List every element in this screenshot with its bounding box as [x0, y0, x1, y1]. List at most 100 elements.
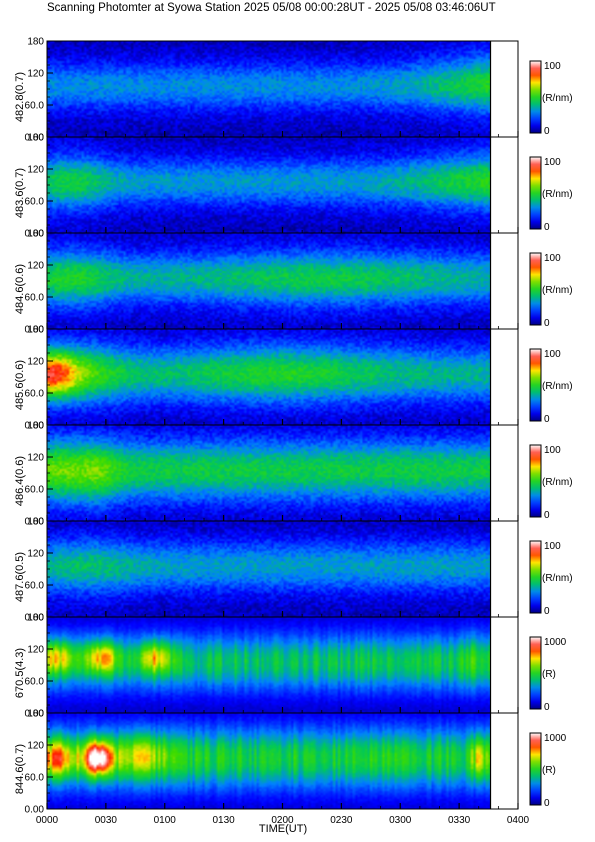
y-tick-label: 60.0	[25, 677, 45, 688]
colorbar-min-label: 0	[544, 798, 550, 809]
colorbar	[529, 156, 542, 230]
y-tick-label: 180	[27, 709, 44, 720]
y-tick-label: 0.00	[25, 133, 45, 144]
y-tick-label: 60.0	[25, 389, 45, 400]
panel-ylabel: 670.5(4.3)	[14, 648, 26, 698]
x-tick-label: 0330	[448, 815, 471, 826]
y-tick-label: 0.00	[25, 613, 45, 624]
panel-8: 0.00 60.0 120 180 844.6(0.7) 1000 (R) 0	[14, 709, 567, 816]
heatmap-image	[47, 425, 491, 521]
panel-ylabel: 487.6(0.5)	[14, 552, 26, 602]
x-tick-label: 0400	[507, 815, 530, 826]
y-tick-label: 60.0	[25, 485, 45, 496]
y-tick-label: 0.00	[25, 229, 45, 240]
y-tick-label: 120	[27, 549, 44, 560]
colorbar-max-label: 100	[544, 541, 561, 552]
colorbar-min-label: 0	[544, 702, 550, 713]
chart-title: Scanning Photomter at Syowa Station 2025…	[47, 2, 496, 14]
panel-ylabel: 844.6(0.7)	[14, 744, 26, 794]
y-tick-label: 0.00	[25, 517, 45, 528]
heatmap-image	[47, 137, 491, 233]
colorbar-min-label: 0	[544, 318, 550, 329]
colorbar-unit-label: (R/nm)	[542, 477, 573, 488]
panel-ylabel: 484.6(0.6)	[14, 264, 26, 314]
heatmap-image	[47, 41, 491, 137]
heatmap-image	[47, 233, 491, 329]
colorbar-unit-label: (R/nm)	[542, 93, 573, 104]
colorbar-min-label: 0	[544, 510, 550, 521]
colorbar	[529, 252, 542, 326]
colorbar	[529, 636, 542, 710]
colorbar	[529, 444, 542, 518]
heatmap-image	[47, 521, 491, 617]
x-tick-label: 0200	[271, 815, 294, 826]
colorbar-unit-label: (R)	[542, 669, 556, 680]
colorbar-unit-label: (R/nm)	[542, 573, 573, 584]
colorbar-unit-label: (R/nm)	[542, 189, 573, 200]
colorbar	[529, 540, 542, 614]
y-tick-label: 60.0	[25, 293, 45, 304]
panels-group: 0.0060.0120180482.8(0.7)100(R/nm)00.0060…	[14, 37, 573, 816]
y-tick-label: 120	[27, 69, 44, 80]
y-tick-label: 180	[27, 325, 44, 336]
colorbar-unit-label: (R)	[542, 765, 556, 776]
y-tick-label: 180	[27, 229, 44, 240]
colorbar-max-label: 100	[544, 157, 561, 168]
x-tick-label: 0130	[213, 815, 236, 826]
y-tick-label: 0.00	[25, 709, 45, 720]
y-tick-label: 0.00	[25, 421, 45, 432]
colorbar-max-label: 1000	[544, 733, 567, 744]
y-tick-label: 180	[27, 421, 44, 432]
panel-ylabel: 485.6(0.6)	[14, 360, 26, 410]
y-tick-label: 0.00	[25, 325, 45, 336]
y-tick-label: 180	[27, 613, 44, 624]
colorbar-max-label: 100	[544, 349, 561, 360]
colorbar-max-label: 100	[544, 253, 561, 264]
colorbar-unit-label: (R/nm)	[542, 381, 573, 392]
x-tick-label: 0100	[154, 815, 177, 826]
panel-ylabel: 486.4(0.6)	[14, 456, 26, 506]
colorbar-min-label: 0	[544, 222, 550, 233]
y-tick-label: 120	[27, 261, 44, 272]
y-tick-label: 120	[27, 357, 44, 368]
time-axis: 0000 0030 0100 0130 0200 0230 0300 0330 0400	[36, 815, 530, 826]
x-tick-label: 0030	[95, 815, 118, 826]
colorbar-min-label: 0	[544, 414, 550, 425]
y-tick-label: 120	[27, 741, 44, 752]
colorbar	[529, 732, 542, 806]
y-tick-label: 120	[27, 453, 44, 464]
y-tick-label: 60.0	[25, 101, 45, 112]
colorbar-min-label: 0	[544, 606, 550, 617]
colorbar-unit-label: (R/nm)	[542, 285, 573, 296]
colorbar-max-label: 100	[544, 445, 561, 456]
y-tick-label: 120	[27, 645, 44, 656]
colorbar-max-label: 100	[544, 61, 561, 72]
colorbar-min-label: 0	[544, 126, 550, 137]
y-tick-label: 180	[27, 517, 44, 528]
panel-ylabel: 483.6(0.7)	[14, 168, 26, 218]
y-tick-label: 60.0	[25, 773, 45, 784]
colorbar	[529, 348, 542, 422]
y-tick-label: 180	[27, 133, 44, 144]
colorbar-max-label: 1000	[544, 637, 567, 648]
y-tick-label: 120	[27, 165, 44, 176]
y-tick-label: 60.0	[25, 581, 45, 592]
panel-ylabel: 482.8(0.7)	[14, 72, 26, 122]
colorbar	[529, 60, 542, 134]
y-tick-label: 0.00	[25, 805, 45, 816]
x-axis-label: TIME(UT)	[259, 823, 307, 835]
heatmap-image	[47, 329, 491, 425]
heatmap-image	[47, 713, 491, 809]
x-tick-label: 0000	[36, 815, 59, 826]
y-tick-label: 60.0	[25, 197, 45, 208]
heatmap-image	[47, 617, 491, 713]
x-tick-label: 0230	[330, 815, 353, 826]
